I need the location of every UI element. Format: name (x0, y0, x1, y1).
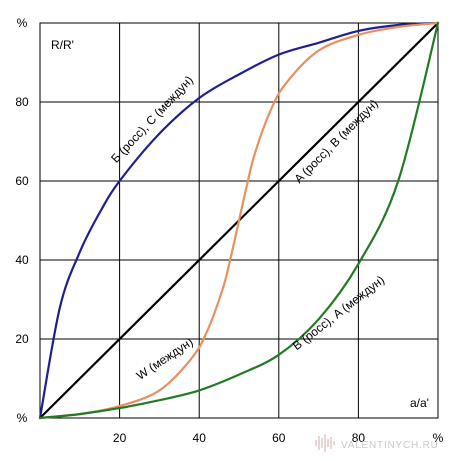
y-tick-label: 80 (15, 95, 29, 109)
x-tick-label: 40 (193, 431, 207, 445)
y-tick-label: 20 (15, 332, 29, 346)
plot-frame (39, 22, 439, 419)
y-tick-label: 60 (15, 174, 29, 188)
x-tick-label: 80 (352, 431, 366, 445)
tick-labels: 20 40 60 80 %% 20 40 60 80% (15, 16, 443, 445)
series-line-2 (38, 21, 440, 420)
watermark-text: VALENTINYCH.RU (341, 440, 439, 451)
watermark: VALENTINYCH.RU (315, 434, 439, 452)
series-line-3 (38, 21, 440, 420)
series-line-0 (38, 21, 440, 420)
x-tick-label: 20 (113, 431, 127, 445)
y-tick-label: % (17, 411, 28, 425)
waveform-icon (315, 434, 335, 452)
y-tick-label: % (17, 16, 28, 30)
x-tick-label: % (433, 431, 444, 445)
y-axis-label: R/R' (51, 38, 74, 52)
y-tick-label: 40 (15, 253, 29, 267)
series-layer (38, 21, 440, 420)
grid (40, 23, 438, 418)
x-axis-label: a/a' (410, 396, 429, 410)
x-tick-label: 60 (272, 431, 286, 445)
